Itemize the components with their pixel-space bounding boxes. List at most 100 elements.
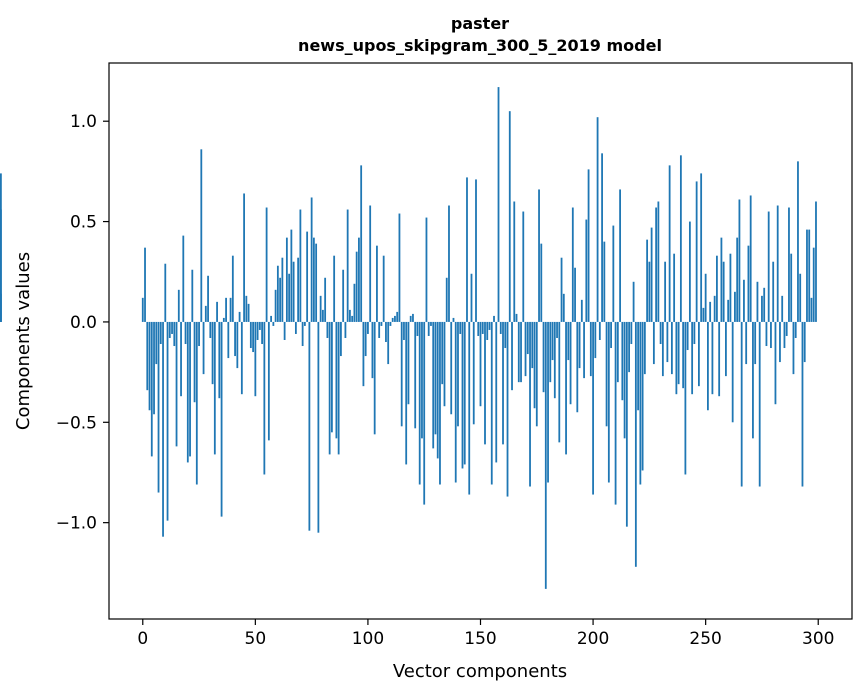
bar-222 [641,321,644,471]
bar-243 [688,221,691,322]
bar-290 [794,321,797,338]
bar-143 [463,321,466,465]
bar-188 [565,321,567,455]
bar-82 [326,321,329,338]
bar-141 [459,321,462,334]
bar-257 [720,237,723,322]
bar-236 [673,253,676,322]
bar-86 [335,321,338,439]
bar-276 [763,287,766,322]
bar-224 [646,239,649,322]
bar-98 [362,321,365,387]
bar-274 [758,321,761,487]
bar-178 [542,321,545,393]
bar-262 [731,321,734,423]
bar-131 [436,321,439,459]
bar-294 [803,321,806,363]
bar-219 [634,321,637,567]
bar-66 [290,229,293,322]
bar-40 [231,255,234,322]
bar-289 [792,321,795,375]
bar-140 [457,321,459,427]
bar-27 [202,321,205,375]
bar-72 [303,321,306,326]
bar-19 [184,321,187,345]
bar-80 [321,309,324,322]
bar-126 [425,217,428,322]
bar-139 [454,321,457,483]
x-tick-label: 0 [137,629,148,649]
bar-44 [240,321,243,395]
bar-5 [153,321,155,415]
bar-175 [535,321,538,427]
bar-26 [200,149,203,322]
bar-6 [155,321,158,365]
plot-area-frame [108,62,853,620]
bar-202 [596,117,599,322]
bar-239 [679,155,682,322]
bar-149 [477,321,480,336]
bar-234 [668,165,671,322]
bar-63 [283,321,286,340]
bar-206 [605,321,608,427]
bar-119 [409,315,412,322]
bar-16 [177,289,180,322]
x-axis-label: Vector components [393,661,567,682]
bar-218 [632,281,635,322]
bar-62 [281,257,284,322]
bar-37 [225,297,227,322]
bar-177 [540,243,543,322]
bar-47 [247,303,250,322]
bar-123 [418,321,421,485]
bar-280 [772,261,775,322]
bar-242 [686,321,689,351]
bar-226 [650,227,653,322]
bar-117 [405,321,408,465]
bar-295 [806,229,808,322]
bar-43 [238,311,241,322]
y-axis-ticks: −1.0 −0.5 0.0 0.5 1.0 [56,112,109,534]
bar-96 [358,237,360,322]
bar-162 [506,321,509,497]
bar-137 [450,321,453,415]
bar-103 [373,321,376,435]
bar-13 [171,321,173,334]
bar-153 [486,321,489,340]
y-tick-label: 1.0 [70,112,97,132]
bar-164 [511,321,513,391]
y-tick-label: −0.5 [56,413,97,433]
bar-252 [709,301,712,322]
bar-109 [387,321,390,365]
bar-101 [369,205,372,322]
bar-68 [294,321,297,334]
bar-214 [623,321,626,439]
bar-70 [299,209,302,322]
bar-246 [695,181,698,322]
bar-261 [729,253,732,322]
bar-77 [315,243,318,322]
y-tick-label: −1.0 [56,514,97,534]
bar-118 [407,321,410,405]
bar-157 [495,321,498,463]
bar-73 [306,231,309,322]
bar-30 [209,321,212,338]
bar-124 [421,321,423,439]
bar-39 [229,297,232,322]
bar-76 [312,237,315,322]
bar-212 [619,189,621,322]
bar-299 [815,201,817,322]
bar-2 [146,321,149,391]
bar-33 [216,301,218,322]
bar-112 [394,315,396,322]
x-tick-label: 250 [689,629,721,649]
bar-92 [349,309,351,322]
bar-14 [173,321,176,347]
bar-281 [774,321,777,405]
bar-125 [423,321,426,505]
bar-29 [207,275,209,322]
bar-255 [716,255,718,322]
bar-133 [441,321,444,385]
bar-22 [191,269,194,322]
bar-231 [661,321,664,377]
